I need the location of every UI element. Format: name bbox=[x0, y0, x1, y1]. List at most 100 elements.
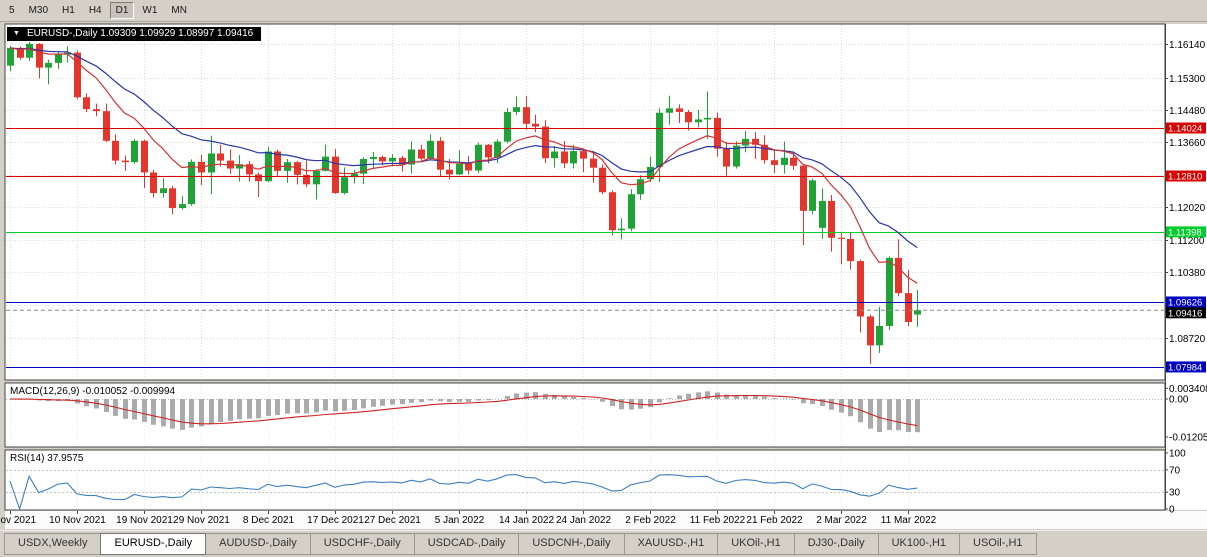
svg-text:1.11398: 1.11398 bbox=[1168, 227, 1202, 238]
candle-body bbox=[389, 157, 396, 162]
tab-usdcnh-daily[interactable]: USDCNH-,Daily bbox=[518, 533, 625, 555]
candle-body bbox=[370, 157, 377, 160]
candle-body bbox=[599, 167, 606, 193]
tab-audusd-daily[interactable]: AUDUSD-,Daily bbox=[205, 533, 311, 555]
candle-body bbox=[475, 144, 482, 171]
candle-body bbox=[188, 161, 195, 205]
tab-dj30-daily[interactable]: DJ30-,Daily bbox=[793, 533, 879, 555]
candle-body bbox=[360, 159, 367, 174]
candle-body bbox=[332, 156, 339, 194]
candle-body bbox=[303, 174, 310, 185]
chart-title-bar[interactable]: ▼ EURUSD-,Daily 1.09309 1.09929 1.08997 … bbox=[7, 27, 262, 41]
candle-body bbox=[45, 62, 52, 68]
candle-body bbox=[103, 111, 110, 141]
candle-body bbox=[819, 200, 826, 228]
candle-body bbox=[704, 117, 711, 120]
candle-body bbox=[905, 293, 912, 323]
candle-body bbox=[790, 157, 797, 166]
timeframe-button-5[interactable]: 5 bbox=[9, 5, 15, 16]
candle-body bbox=[217, 153, 224, 161]
candle-body bbox=[828, 200, 835, 238]
candle-body bbox=[752, 138, 759, 145]
svg-text:14 Jan 2022: 14 Jan 2022 bbox=[499, 515, 554, 526]
svg-text:30: 30 bbox=[1169, 488, 1181, 499]
svg-text:70: 70 bbox=[1169, 465, 1181, 476]
tab-usoil-h1[interactable]: USOil-,H1 bbox=[959, 533, 1037, 555]
svg-text:11 Feb 2022: 11 Feb 2022 bbox=[690, 515, 746, 526]
candle-body bbox=[570, 151, 577, 164]
candle-body bbox=[847, 238, 854, 262]
candle-body bbox=[255, 174, 262, 182]
candle-body bbox=[122, 160, 129, 163]
candle-body bbox=[341, 177, 348, 194]
rsi-panel[interactable] bbox=[4, 449, 1166, 511]
svg-text:1.12020: 1.12020 bbox=[1169, 203, 1206, 214]
svg-text:1.13660: 1.13660 bbox=[1169, 138, 1206, 149]
price-axis[interactable] bbox=[1166, 24, 1207, 510]
macd-panel[interactable] bbox=[4, 382, 1166, 448]
candle-body bbox=[551, 151, 558, 159]
rsi-line bbox=[9, 474, 918, 511]
candle-body bbox=[208, 153, 215, 173]
candle-body bbox=[93, 109, 100, 112]
candle-body bbox=[867, 316, 874, 346]
svg-text:0: 0 bbox=[1169, 505, 1175, 516]
candle-body bbox=[886, 257, 893, 326]
main-chart-panel[interactable] bbox=[4, 23, 1166, 381]
collapse-arrow-icon: ▼ bbox=[13, 30, 20, 37]
ma-slow-line bbox=[9, 47, 918, 249]
tab-xauusd-h1[interactable]: XAUUSD-,H1 bbox=[623, 533, 719, 555]
candle-body bbox=[246, 164, 253, 175]
candle-body bbox=[456, 163, 463, 175]
tab-eurusd-daily[interactable]: EURUSD-,Daily bbox=[100, 533, 207, 555]
svg-text:5 Jan 2022: 5 Jan 2022 bbox=[435, 515, 485, 526]
macd-signal-line bbox=[9, 394, 918, 427]
candle-body bbox=[379, 157, 386, 162]
timeframe-button-h1[interactable]: H1 bbox=[62, 5, 75, 16]
candle-body bbox=[838, 237, 845, 239]
timeframe-button-w1[interactable]: W1 bbox=[142, 5, 158, 16]
candle-body bbox=[418, 149, 425, 159]
candle-body bbox=[131, 140, 138, 163]
svg-text:1.09416: 1.09416 bbox=[1168, 308, 1202, 319]
candle-body bbox=[427, 140, 434, 159]
timeframe-button-m30[interactable]: M30 bbox=[28, 5, 49, 16]
tab-ukoil-h1[interactable]: UKOil-,H1 bbox=[717, 533, 795, 555]
candle-body bbox=[561, 151, 568, 164]
chart-tabs: USDX,Weekly EURUSD-,Daily AUDUSD-,Daily USD… bbox=[0, 530, 1207, 557]
candle-body bbox=[7, 47, 14, 66]
svg-text:10 Nov 2021: 10 Nov 2021 bbox=[49, 515, 106, 526]
candle-body bbox=[714, 117, 721, 149]
svg-text:1.08720: 1.08720 bbox=[1169, 334, 1206, 345]
tab-usdchf-daily[interactable]: USDCHF-,Daily bbox=[309, 533, 415, 555]
candle-body bbox=[723, 148, 730, 167]
candle-body bbox=[580, 151, 587, 159]
candle-body bbox=[809, 180, 816, 211]
candle-body bbox=[74, 52, 81, 98]
time-axis[interactable] bbox=[5, 511, 1207, 529]
timeframe-button-h4[interactable]: H4 bbox=[88, 5, 102, 16]
candle-body bbox=[761, 144, 768, 161]
tab-usdcad-daily[interactable]: USDCAD-,Daily bbox=[413, 533, 520, 555]
timeframe-button-mn[interactable]: MN bbox=[171, 5, 187, 16]
candle-body bbox=[465, 163, 472, 171]
candle-body bbox=[437, 140, 444, 170]
svg-text:27 Dec 2021: 27 Dec 2021 bbox=[364, 515, 421, 526]
price-badge bbox=[1166, 296, 1206, 308]
svg-text:19 Nov 2021: 19 Nov 2021 bbox=[116, 515, 173, 526]
timeframe-button-d1[interactable]: D1 bbox=[109, 2, 135, 19]
svg-text:1 Nov 2021: 1 Nov 2021 bbox=[0, 515, 37, 526]
candle-body bbox=[485, 144, 492, 158]
candle-body bbox=[236, 164, 243, 169]
candle-body bbox=[695, 119, 702, 123]
svg-text:0.00: 0.00 bbox=[1169, 395, 1189, 406]
candle-body bbox=[351, 173, 358, 178]
candle-body bbox=[274, 151, 281, 171]
candle-body bbox=[742, 138, 749, 146]
tab-uk100-h1[interactable]: UK100-,H1 bbox=[877, 533, 961, 555]
tab-usdx-weekly[interactable]: USDX,Weekly bbox=[4, 533, 102, 555]
candle-body bbox=[656, 112, 663, 167]
candle-body bbox=[733, 145, 740, 167]
